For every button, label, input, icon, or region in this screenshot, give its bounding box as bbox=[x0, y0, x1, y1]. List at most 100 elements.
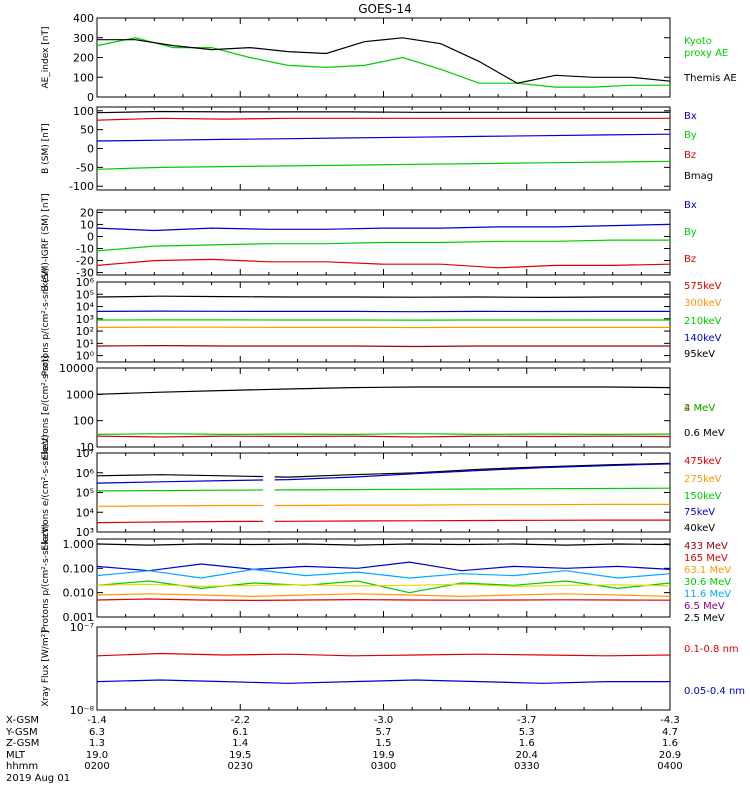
y-tick-label: 10⁶ bbox=[76, 467, 95, 480]
y-tick-label: -100 bbox=[69, 180, 94, 193]
y-tick-label: 200 bbox=[73, 52, 94, 65]
ephem-value: 1.6 bbox=[662, 738, 678, 749]
ephem-label: Y-GSM bbox=[5, 727, 38, 738]
y-tick-label: 10⁵ bbox=[76, 487, 94, 500]
panel-6-series-4 bbox=[97, 504, 670, 506]
y-tick-label: 0 bbox=[87, 91, 94, 104]
panel-2-series-2 bbox=[97, 161, 670, 169]
legend-5-3: 0.6 MeV bbox=[684, 428, 725, 439]
panel-7-series-7 bbox=[97, 599, 670, 600]
y-tick-label: 400 bbox=[73, 12, 94, 25]
ephem-value: 1.4 bbox=[232, 738, 248, 749]
panel-2-frame bbox=[97, 107, 670, 190]
y-tick-label: 10⁴ bbox=[76, 301, 95, 314]
legend-4-2: 300keV bbox=[684, 298, 722, 309]
ephem-value: 6.1 bbox=[232, 727, 248, 738]
ephem-value: 1.3 bbox=[89, 738, 105, 749]
legend-6-1: 475keV bbox=[684, 456, 722, 467]
y-tick-label: 100 bbox=[73, 71, 94, 84]
y-tick-label: 10⁻⁷ bbox=[70, 621, 94, 634]
panel-2-series-1 bbox=[97, 134, 670, 141]
y-tick-label: 1.000 bbox=[63, 538, 95, 551]
ephem-value: 19.0 bbox=[86, 750, 108, 761]
y-tick-label: 0 bbox=[87, 230, 94, 243]
y-tick-label: 0.100 bbox=[63, 562, 95, 575]
legend-7-1: 433 MeV bbox=[684, 541, 728, 552]
legend-2-2: By bbox=[684, 130, 697, 141]
ephem-value: 6.3 bbox=[89, 727, 105, 738]
y-tick-label: 10000 bbox=[59, 362, 94, 375]
legend-7-6: 6.5 MeV bbox=[684, 601, 725, 612]
legend-8-2: 0.05-0.4 nm bbox=[684, 686, 745, 697]
ephem-value: -2.2 bbox=[230, 715, 250, 726]
ephem-value: 19.5 bbox=[229, 750, 251, 761]
panel-5-series-2 bbox=[97, 434, 670, 435]
panel-3-series-1 bbox=[97, 224, 670, 230]
legend-3-1: Bx bbox=[684, 200, 697, 211]
panel-2-series-4 bbox=[97, 112, 670, 113]
panel-1-series-2 bbox=[97, 38, 670, 83]
y-tick-label: 10³ bbox=[76, 313, 94, 326]
y-tick-label: 10⁰ bbox=[76, 350, 95, 363]
panel-3-series-3 bbox=[97, 259, 670, 267]
y-tick-label: -20 bbox=[76, 255, 94, 268]
y-tick-label: -50 bbox=[76, 161, 94, 174]
panel-2-ylabel: B (SM) [nT] bbox=[41, 123, 51, 174]
legend-7-7: 2.5 MeV bbox=[684, 613, 725, 624]
legend-4-1: 575keV bbox=[684, 281, 722, 292]
legend-7-2: 165 MeV bbox=[684, 553, 728, 564]
ephem-value: 5.7 bbox=[376, 727, 392, 738]
ephem-value: 20.4 bbox=[516, 750, 538, 761]
ephem-value: 1.6 bbox=[519, 738, 535, 749]
y-tick-label: 10⁶ bbox=[76, 276, 95, 289]
y-tick-label: 0.010 bbox=[63, 587, 95, 600]
legend-4-3: 210keV bbox=[684, 316, 722, 327]
y-tick-label: 300 bbox=[73, 32, 94, 45]
y-tick-label: 10 bbox=[80, 218, 94, 231]
legend-7-3: 63.1 MeV bbox=[684, 565, 731, 576]
panel-3-series-2 bbox=[97, 240, 670, 251]
ephem-value: 0300 bbox=[371, 761, 396, 772]
panel-6-series-3 bbox=[97, 488, 670, 491]
y-tick-label: 10⁴ bbox=[76, 506, 95, 519]
ephem-value: -3.0 bbox=[374, 715, 394, 726]
ephem-value: 0330 bbox=[514, 761, 539, 772]
panel-7-series-1 bbox=[97, 544, 670, 545]
legend-4-5: 95keV bbox=[684, 349, 715, 360]
ephem-value: 5.3 bbox=[519, 727, 535, 738]
panel-4-series-2 bbox=[97, 311, 670, 312]
panel-8-series-2 bbox=[97, 680, 670, 683]
panel-2-series-3 bbox=[97, 118, 670, 120]
figure-title: GOES-14 bbox=[358, 2, 412, 16]
legend-2-3: Bz bbox=[684, 150, 696, 161]
legend-6-4: 75keV bbox=[684, 507, 715, 518]
legend-6-5: 40keV bbox=[684, 523, 715, 534]
legend-1-1: Kyoto bbox=[684, 36, 712, 47]
legend-2-1: Bx bbox=[684, 111, 697, 122]
legend-5-2: 2 MeV bbox=[684, 403, 715, 414]
panel-4-frame bbox=[97, 282, 670, 362]
panel-7-ylabel: Protons p/(cm²-s-sr-keV) bbox=[41, 524, 51, 633]
y-tick-label: 10¹ bbox=[76, 337, 94, 350]
ephem-label: 2019 Aug 01 bbox=[6, 773, 70, 784]
panel-5-series-3 bbox=[97, 436, 670, 437]
ephem-label: X-GSM bbox=[6, 715, 39, 726]
legend-2-4: Bmag bbox=[684, 171, 713, 182]
ephem-value: 0400 bbox=[657, 761, 682, 772]
legend-3-2: By bbox=[684, 227, 697, 238]
ephem-value: -3.7 bbox=[517, 715, 537, 726]
y-tick-label: 50 bbox=[80, 124, 94, 137]
y-tick-label: 100 bbox=[73, 105, 94, 118]
legend-4-4: 140keV bbox=[684, 333, 722, 344]
panel-7-series-6 bbox=[97, 594, 670, 597]
legend-1-3: Themis AE bbox=[683, 73, 737, 84]
panel-6-series-5 bbox=[97, 520, 670, 523]
panel-5-series-1 bbox=[97, 387, 670, 394]
y-tick-label: 1000 bbox=[66, 388, 94, 401]
y-tick-label: 10⁵ bbox=[76, 288, 94, 301]
panel-7-series-2 bbox=[97, 562, 670, 571]
ephem-label: Z-GSM bbox=[6, 738, 39, 749]
panel-7-series-3 bbox=[97, 569, 670, 578]
